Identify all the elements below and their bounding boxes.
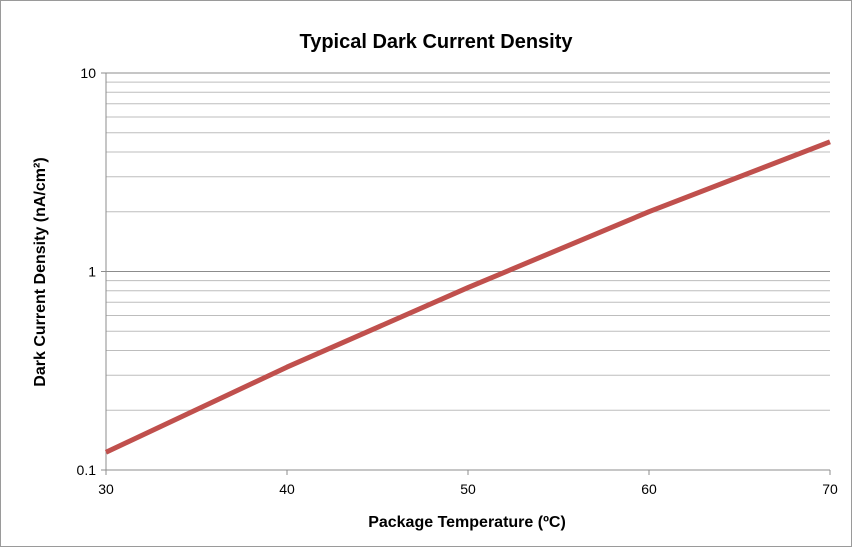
x-tick-label: 70 [822, 481, 838, 497]
grid [106, 72, 830, 471]
tick-labels: 30 40 50 60 70 0.1 1 10 [77, 65, 838, 497]
y-tick-label: 10 [80, 65, 96, 81]
x-tick-label: 40 [279, 481, 295, 497]
x-tick-label: 50 [460, 481, 476, 497]
axes [101, 72, 831, 475]
x-tick-label: 30 [98, 481, 114, 497]
chart-title: Typical Dark Current Density [299, 31, 573, 53]
y-tick-label: 1 [88, 264, 96, 280]
y-tick-label: 0.1 [77, 462, 97, 478]
y-axis-title: Dark Current Density (nA/cm²) [32, 157, 49, 386]
x-tick-label: 60 [641, 481, 657, 497]
series-layer [104, 139, 831, 455]
x-axis-title: Package Temperature (ºC) [368, 514, 566, 531]
series-line [104, 139, 831, 455]
